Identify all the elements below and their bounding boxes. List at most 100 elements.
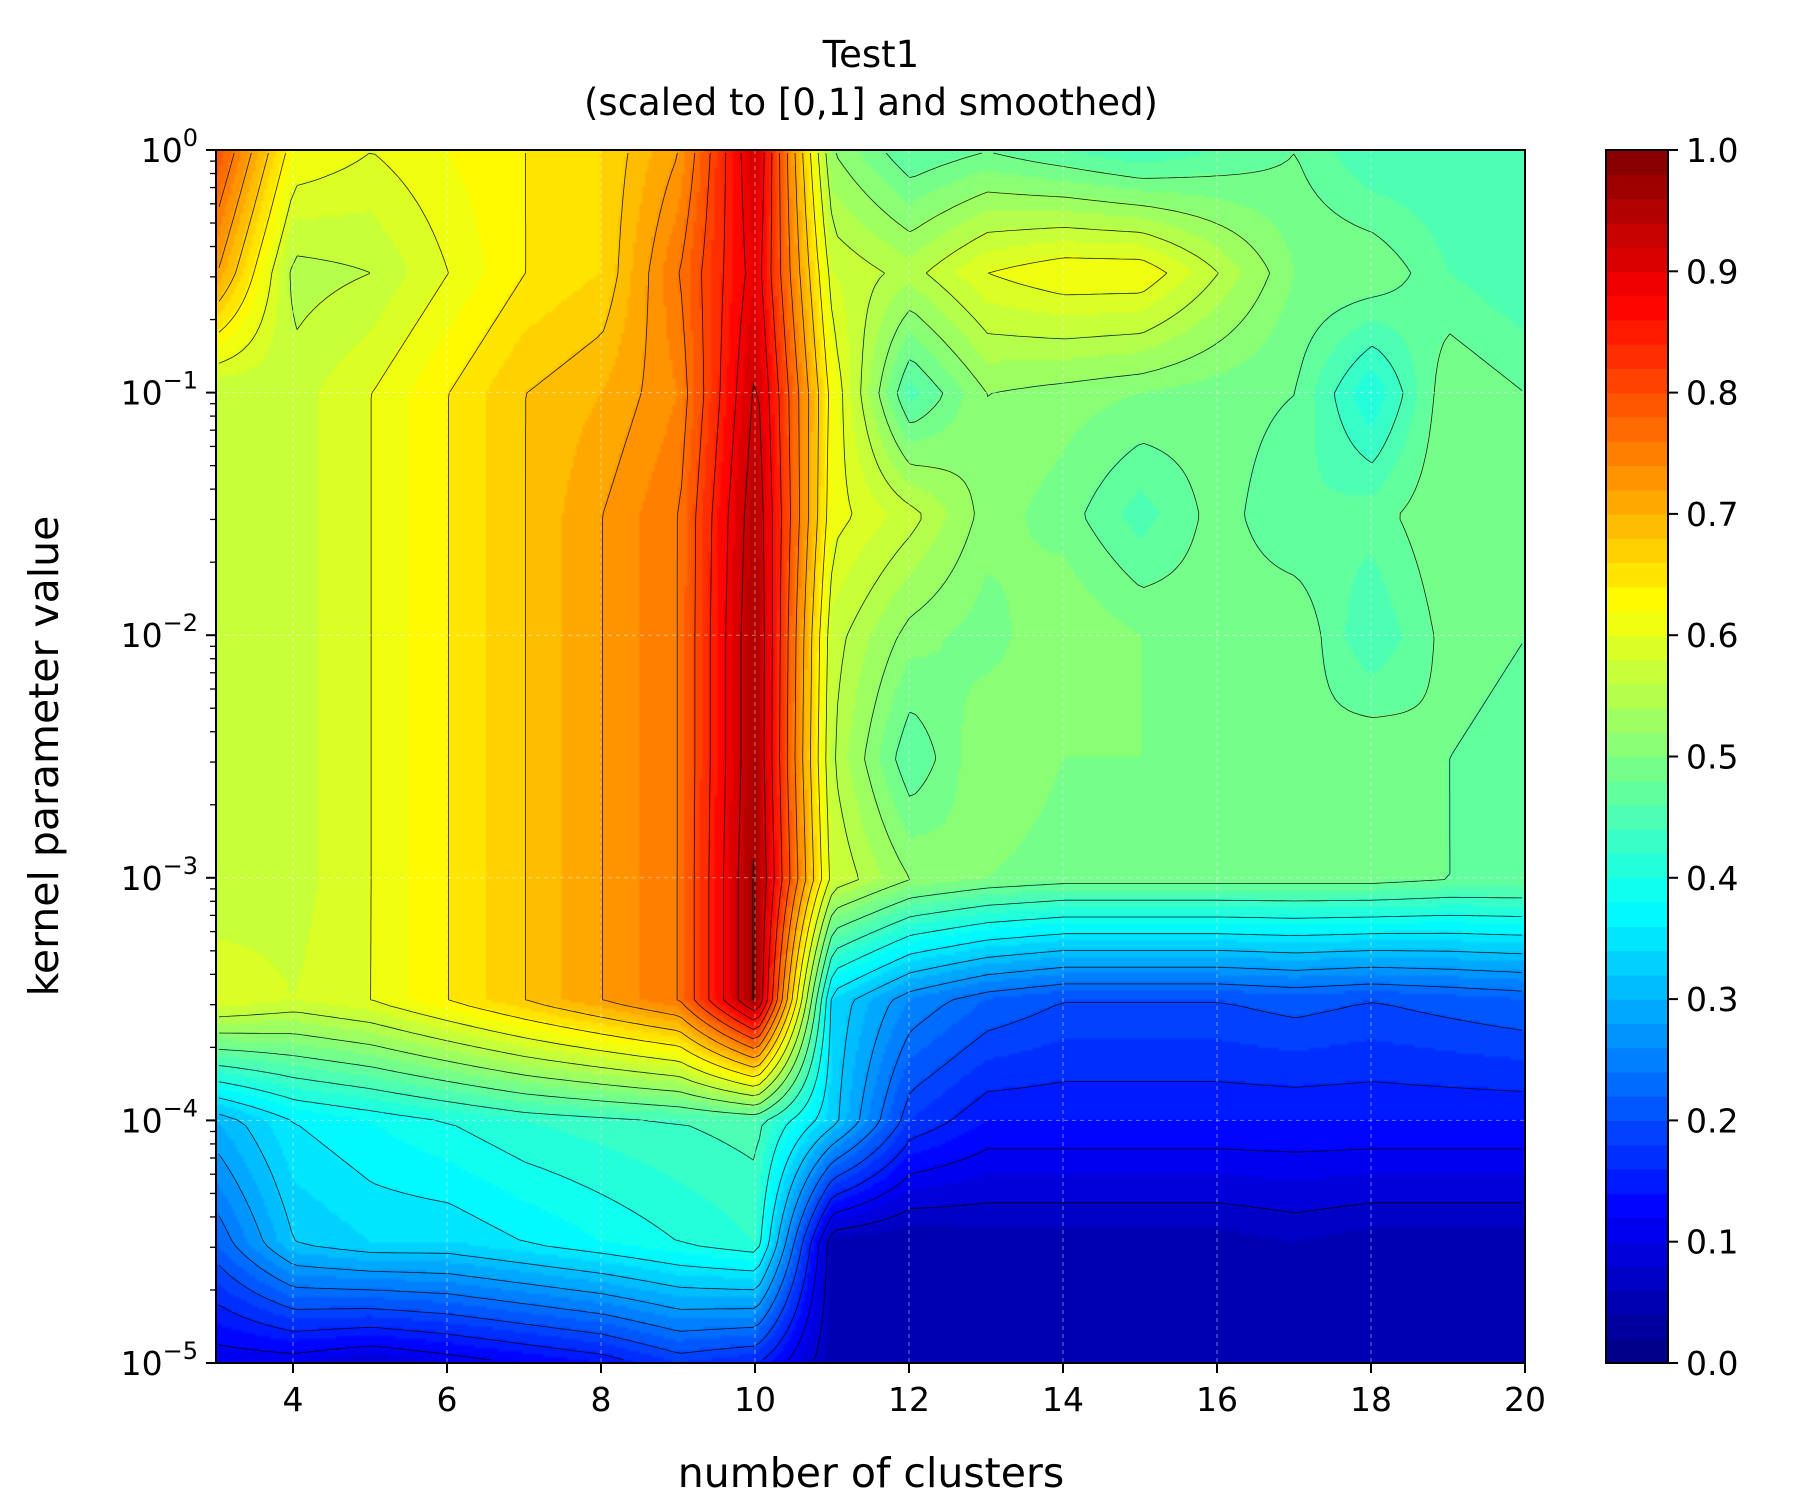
colorbar-band (1606, 1047, 1668, 1073)
colorbar-band (1606, 489, 1668, 515)
colorbar-band (1606, 465, 1668, 491)
colorbar-tick-label: 0.3 (1686, 980, 1738, 1019)
colorbar-band (1606, 1314, 1668, 1340)
plot-frame (215, 149, 1526, 1364)
colorbar-band (1606, 1290, 1668, 1316)
colorbar-tick-label: 0.0 (1686, 1344, 1738, 1383)
colorbar-band (1606, 344, 1668, 369)
colorbar-band (1606, 999, 1668, 1024)
colorbar-tick-label: 0.8 (1686, 374, 1738, 413)
colorbar-band (1606, 1071, 1668, 1097)
colorbar-band (1606, 926, 1668, 952)
colorbar-band (1606, 150, 1668, 175)
x-axis-label: number of clusters (678, 1449, 1064, 1497)
plot-area (215, 149, 1526, 1364)
colorbar-band (1606, 1241, 1668, 1267)
y-tick-label: 10−4 (121, 1094, 198, 1140)
contour-line (218, 152, 1523, 1116)
contour-line (218, 1081, 1523, 1361)
contour-line (218, 950, 1523, 1291)
colorbar-band (1606, 538, 1668, 564)
colorbar-band (1606, 1023, 1668, 1049)
colorbar-band (1606, 247, 1668, 272)
colorbar-band (1606, 974, 1668, 1000)
y-tick-label: 10−5 (121, 1337, 198, 1383)
colorbar-tick-label: 1.0 (1686, 131, 1738, 170)
colorbar-band (1606, 368, 1668, 394)
contour-lines (218, 152, 1523, 1361)
colorbar-band (1606, 198, 1668, 224)
contour-line (708, 152, 783, 1030)
colorbar-band (1606, 1193, 1668, 1219)
colorbar: 0.0 0.1 0.2 0.3 0.4 0.5 0.6 0.7 0.8 0.9 1.0 (1605, 131, 1738, 1383)
contour-line (218, 1002, 1523, 1354)
colorbar-band (1606, 1265, 1668, 1291)
y-tick-label: 10−1 (121, 367, 198, 413)
colorbar-tick-label: 0.7 (1686, 495, 1738, 534)
colorbar-band (1606, 1096, 1668, 1121)
contour-line (752, 859, 756, 1001)
contour-line (218, 914, 1523, 1253)
colorbar-band (1606, 610, 1668, 636)
colorbar-band (1606, 877, 1668, 903)
x-tick-label: 4 (283, 1380, 304, 1419)
colorbar-bands (1606, 150, 1668, 1364)
colorbar-band (1606, 756, 1668, 782)
colorbar-band (1606, 635, 1668, 661)
contour-line (218, 152, 800, 1049)
contour-line (218, 966, 1523, 1310)
colorbar-band (1606, 1168, 1668, 1194)
contour-line (218, 932, 1523, 1272)
colorbar-band (1606, 683, 1668, 709)
colorbar-band (1606, 392, 1668, 418)
colorbar-band (1606, 513, 1668, 539)
colorbar-band (1606, 222, 1668, 248)
colorbar-band (1606, 319, 1668, 345)
contour-line (218, 152, 819, 1068)
x-tick-label: 10 (734, 1380, 776, 1419)
colorbar-tick-label: 0.4 (1686, 859, 1738, 898)
y-axis: 10−5 10−4 10−3 10−2 10−1 100 (121, 124, 216, 1383)
chart-subtitle: (scaled to [0,1] and smoothed) (584, 81, 1158, 124)
x-tick-label: 20 (1504, 1380, 1546, 1419)
contour-line (218, 152, 829, 1078)
chart-title: Test1 (822, 33, 919, 76)
colorbar-tick-label: 0.5 (1686, 738, 1738, 777)
colorbar-band (1606, 1217, 1668, 1243)
colorbar-tick-label: 0.1 (1686, 1223, 1738, 1262)
contour-line (218, 1148, 1522, 1361)
colorbar-band (1606, 1338, 1668, 1364)
colorbar-ticks: 0.0 0.1 0.2 0.3 0.4 0.5 0.6 0.7 0.8 0.9 1.0 (1668, 131, 1738, 1383)
colorbar-band (1606, 416, 1668, 442)
colorbar-tick-label: 0.9 (1686, 252, 1738, 291)
colorbar-band (1606, 174, 1668, 200)
contour-line (737, 383, 767, 1011)
x-tick-label: 14 (1042, 1380, 1084, 1419)
colorbar-band (1606, 902, 1668, 927)
contour-line (218, 152, 1219, 1097)
colorbar-band (1606, 805, 1668, 830)
colorbar-tick-label: 0.2 (1686, 1101, 1738, 1140)
colorbar-band (1606, 562, 1668, 588)
contour-line (693, 152, 791, 1040)
x-tick-label: 12 (888, 1380, 930, 1419)
contour-line (723, 152, 775, 1021)
contour-line (218, 152, 810, 1059)
contour-line (813, 1202, 1522, 1361)
y-tick-label: 100 (141, 124, 198, 170)
y-axis-label: kernel parameter value (20, 516, 68, 997)
contour-line (218, 983, 1523, 1332)
contour-line (218, 152, 1271, 1106)
x-axis: 4 6 8 10 12 14 16 18 20 (283, 1363, 1546, 1419)
contour-line (218, 152, 1168, 1087)
colorbar-band (1606, 271, 1668, 297)
y-tick-label: 10−2 (121, 609, 198, 655)
colorbar-band (1606, 853, 1668, 879)
x-tick-label: 8 (591, 1380, 612, 1419)
colorbar-band (1606, 441, 1668, 466)
y-tick-label: 10−3 (121, 852, 198, 898)
colorbar-band (1606, 1120, 1668, 1146)
colorbar-band (1606, 1144, 1668, 1170)
contour-line (218, 345, 1522, 1161)
